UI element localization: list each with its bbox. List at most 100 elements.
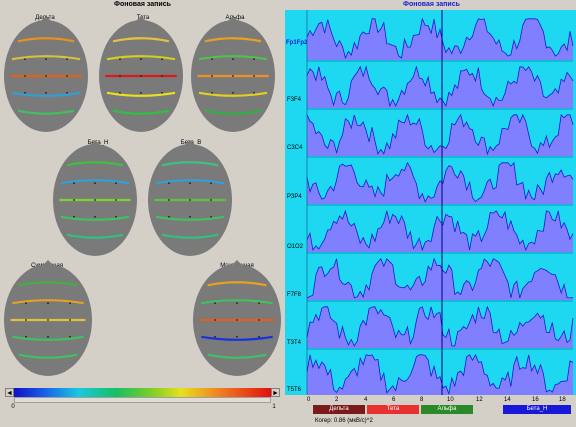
trace-line — [306, 257, 574, 299]
right-panel: Фоновая запись Fp1Fp2 F3F4 C3C4 P3P4 O1O… — [285, 0, 576, 427]
coherence-arc — [18, 281, 78, 287]
coherence-arc — [17, 37, 75, 43]
electrode-dot — [24, 75, 26, 77]
brain-map — [193, 260, 281, 376]
colorbar-max-label: 1 — [272, 404, 276, 410]
coherence-arc — [112, 37, 170, 43]
electrode-dot — [69, 335, 71, 338]
coherence-arc — [112, 109, 170, 115]
colorbar-scroll-left-button[interactable]: ◄ — [5, 388, 14, 397]
electrode-dot — [140, 91, 142, 94]
electrode-dot — [25, 335, 27, 338]
band-beta-low[interactable]: Бета_Н — [503, 405, 571, 414]
electrode-dot — [168, 182, 170, 185]
electrode-dot — [94, 199, 96, 201]
electrode-dot — [69, 302, 71, 305]
band-delta[interactable]: Дельта — [313, 405, 365, 414]
colorbar — [14, 388, 271, 397]
electrode-dot — [119, 75, 121, 77]
right-panel-title: Фоновая запись — [403, 1, 460, 8]
coherence-readout: Когер: 0.86 (мкВ/с)^2 — [315, 418, 373, 424]
channel-trace — [306, 353, 574, 395]
nose-shape — [40, 16, 52, 22]
x-tick: 0 — [307, 397, 311, 403]
coherence-arc — [201, 335, 273, 341]
coherence-arc — [198, 91, 268, 97]
electrode-dot — [25, 319, 27, 321]
electrode-dot — [189, 199, 191, 201]
signal-plot-area[interactable] — [285, 10, 576, 395]
electrode-dot — [258, 319, 260, 321]
trace-area — [307, 258, 573, 300]
colorbar-scroll-right-button[interactable]: ► — [271, 388, 280, 397]
electrode-dot — [73, 182, 75, 185]
coherence-arc — [11, 91, 81, 97]
channel-trace — [306, 113, 574, 158]
brain-map — [53, 140, 137, 256]
colorbar-scroll-track[interactable] — [14, 397, 271, 403]
band-alpha[interactable]: Альфа — [421, 405, 473, 414]
nose-shape — [231, 260, 243, 266]
channel-label-f3f4: F3F4 — [287, 97, 302, 103]
x-tick: 14 — [504, 397, 511, 403]
electrode-dot — [24, 58, 26, 61]
nose-shape — [227, 16, 239, 22]
nose-shape — [135, 16, 147, 22]
electrode-dot — [119, 58, 121, 61]
electrode-dot — [115, 215, 117, 218]
coherence-arc — [106, 91, 176, 97]
brain-map — [99, 16, 183, 132]
electrode-dot — [115, 199, 117, 201]
electrode-dot — [210, 215, 212, 218]
electrode-dot — [253, 91, 255, 94]
band-theta[interactable]: Тета — [367, 405, 419, 414]
coherence-arc — [204, 109, 262, 115]
nose-shape — [89, 140, 101, 146]
coherence-arc — [12, 299, 84, 305]
electrode-dot — [94, 182, 96, 185]
coherence-arc — [66, 161, 124, 167]
trace-line — [306, 17, 574, 60]
electrode-dot — [47, 302, 49, 305]
x-tick: 6 — [392, 397, 396, 403]
nose-shape — [42, 260, 54, 266]
coherence-arc — [161, 161, 219, 167]
electrode-dot — [161, 58, 163, 61]
trace-line — [306, 209, 574, 252]
electrode-dot — [258, 335, 260, 338]
channel-label-fp1fp2: Fp1Fp2 — [286, 40, 308, 46]
electrode-dot — [211, 58, 213, 61]
coherence-arc — [161, 233, 219, 239]
electrode-dot — [161, 75, 163, 77]
electrode-dot — [140, 58, 142, 61]
coherence-arc — [18, 353, 78, 359]
electrode-dot — [25, 302, 27, 305]
x-tick: 16 — [532, 397, 539, 403]
electrode-dot — [236, 302, 238, 305]
electrode-dot — [214, 319, 216, 321]
channel-label-t5t6: T5T6 — [287, 387, 302, 393]
channel-trace — [306, 65, 574, 110]
electrode-dot — [66, 58, 68, 61]
electrode-dot — [94, 215, 96, 218]
x-tick: 12 — [476, 397, 483, 403]
coherence-arc — [201, 299, 273, 305]
electrode-dot — [47, 319, 49, 321]
electrode-dot — [232, 58, 234, 61]
nose-shape — [184, 140, 196, 146]
electrode-dot — [189, 215, 191, 218]
channel-trace — [306, 257, 574, 302]
electrode-dot — [24, 91, 26, 94]
coherence-arc — [60, 215, 130, 221]
left-panel: Фоновая запись Дельта Тета Альфа Бета_Н … — [0, 0, 284, 427]
electrode-dot — [253, 75, 255, 77]
electrode-dot — [66, 91, 68, 94]
trace-area — [307, 114, 573, 156]
x-tick: 10 — [447, 397, 454, 403]
electrode-dot — [214, 335, 216, 338]
trace-line — [306, 305, 574, 347]
channel-traces — [306, 10, 574, 395]
x-tick: 18 — [559, 397, 566, 403]
channel-label-f7f8: F7F8 — [287, 292, 302, 298]
electrode-dot — [168, 199, 170, 201]
